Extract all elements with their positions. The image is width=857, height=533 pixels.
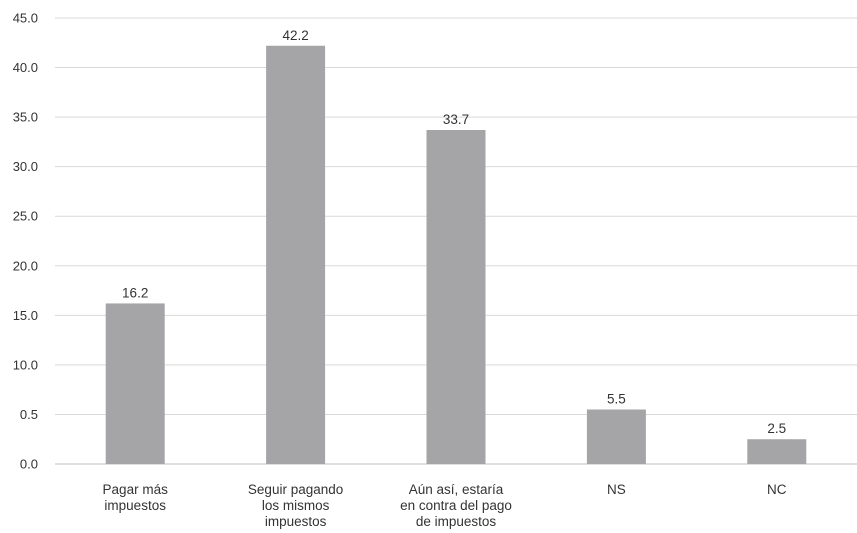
data-label: 16.2 (122, 285, 148, 300)
x-axis-category-labels: Pagar más impuestos Seguir pagando los mism… (103, 482, 787, 529)
bar (586, 409, 646, 464)
y-tick-label: 0.0 (20, 457, 38, 472)
category-label: NS (607, 482, 626, 497)
bar (747, 439, 807, 464)
y-tick-label: 15.0 (13, 308, 38, 323)
y-tick-label: 40.0 (13, 60, 38, 75)
y-tick-label: 0.5 (20, 407, 38, 422)
y-tick-label: 10.0 (13, 357, 38, 372)
category-label: Aún así, estaría en contra del pago de imp… (400, 482, 512, 529)
data-labels: 16.2 42.2 33.7 5.5 2.5 (122, 28, 786, 436)
data-label: 2.5 (767, 421, 786, 436)
category-label: Pagar más impuestos (103, 482, 169, 513)
bar (266, 45, 326, 465)
category-label: NC (767, 482, 787, 497)
y-tick-label: 20.0 (13, 258, 38, 273)
data-label: 42.2 (282, 28, 308, 43)
y-tick-label: 30.0 (13, 159, 38, 174)
y-axis-tick-labels: 0.0 0.5 10.0 15.0 20.0 25.0 30.0 35.0 40.0 45.0 (13, 11, 38, 472)
y-tick-label: 45.0 (13, 11, 38, 26)
y-tick-label: 25.0 (13, 209, 38, 224)
bars (105, 45, 807, 465)
y-tick-label: 35.0 (13, 110, 38, 125)
bar (105, 303, 165, 464)
category-label: Seguir pagando los mismos impuestos (248, 482, 343, 529)
data-label: 5.5 (607, 391, 626, 406)
data-label: 33.7 (443, 112, 469, 127)
bar (426, 129, 486, 465)
